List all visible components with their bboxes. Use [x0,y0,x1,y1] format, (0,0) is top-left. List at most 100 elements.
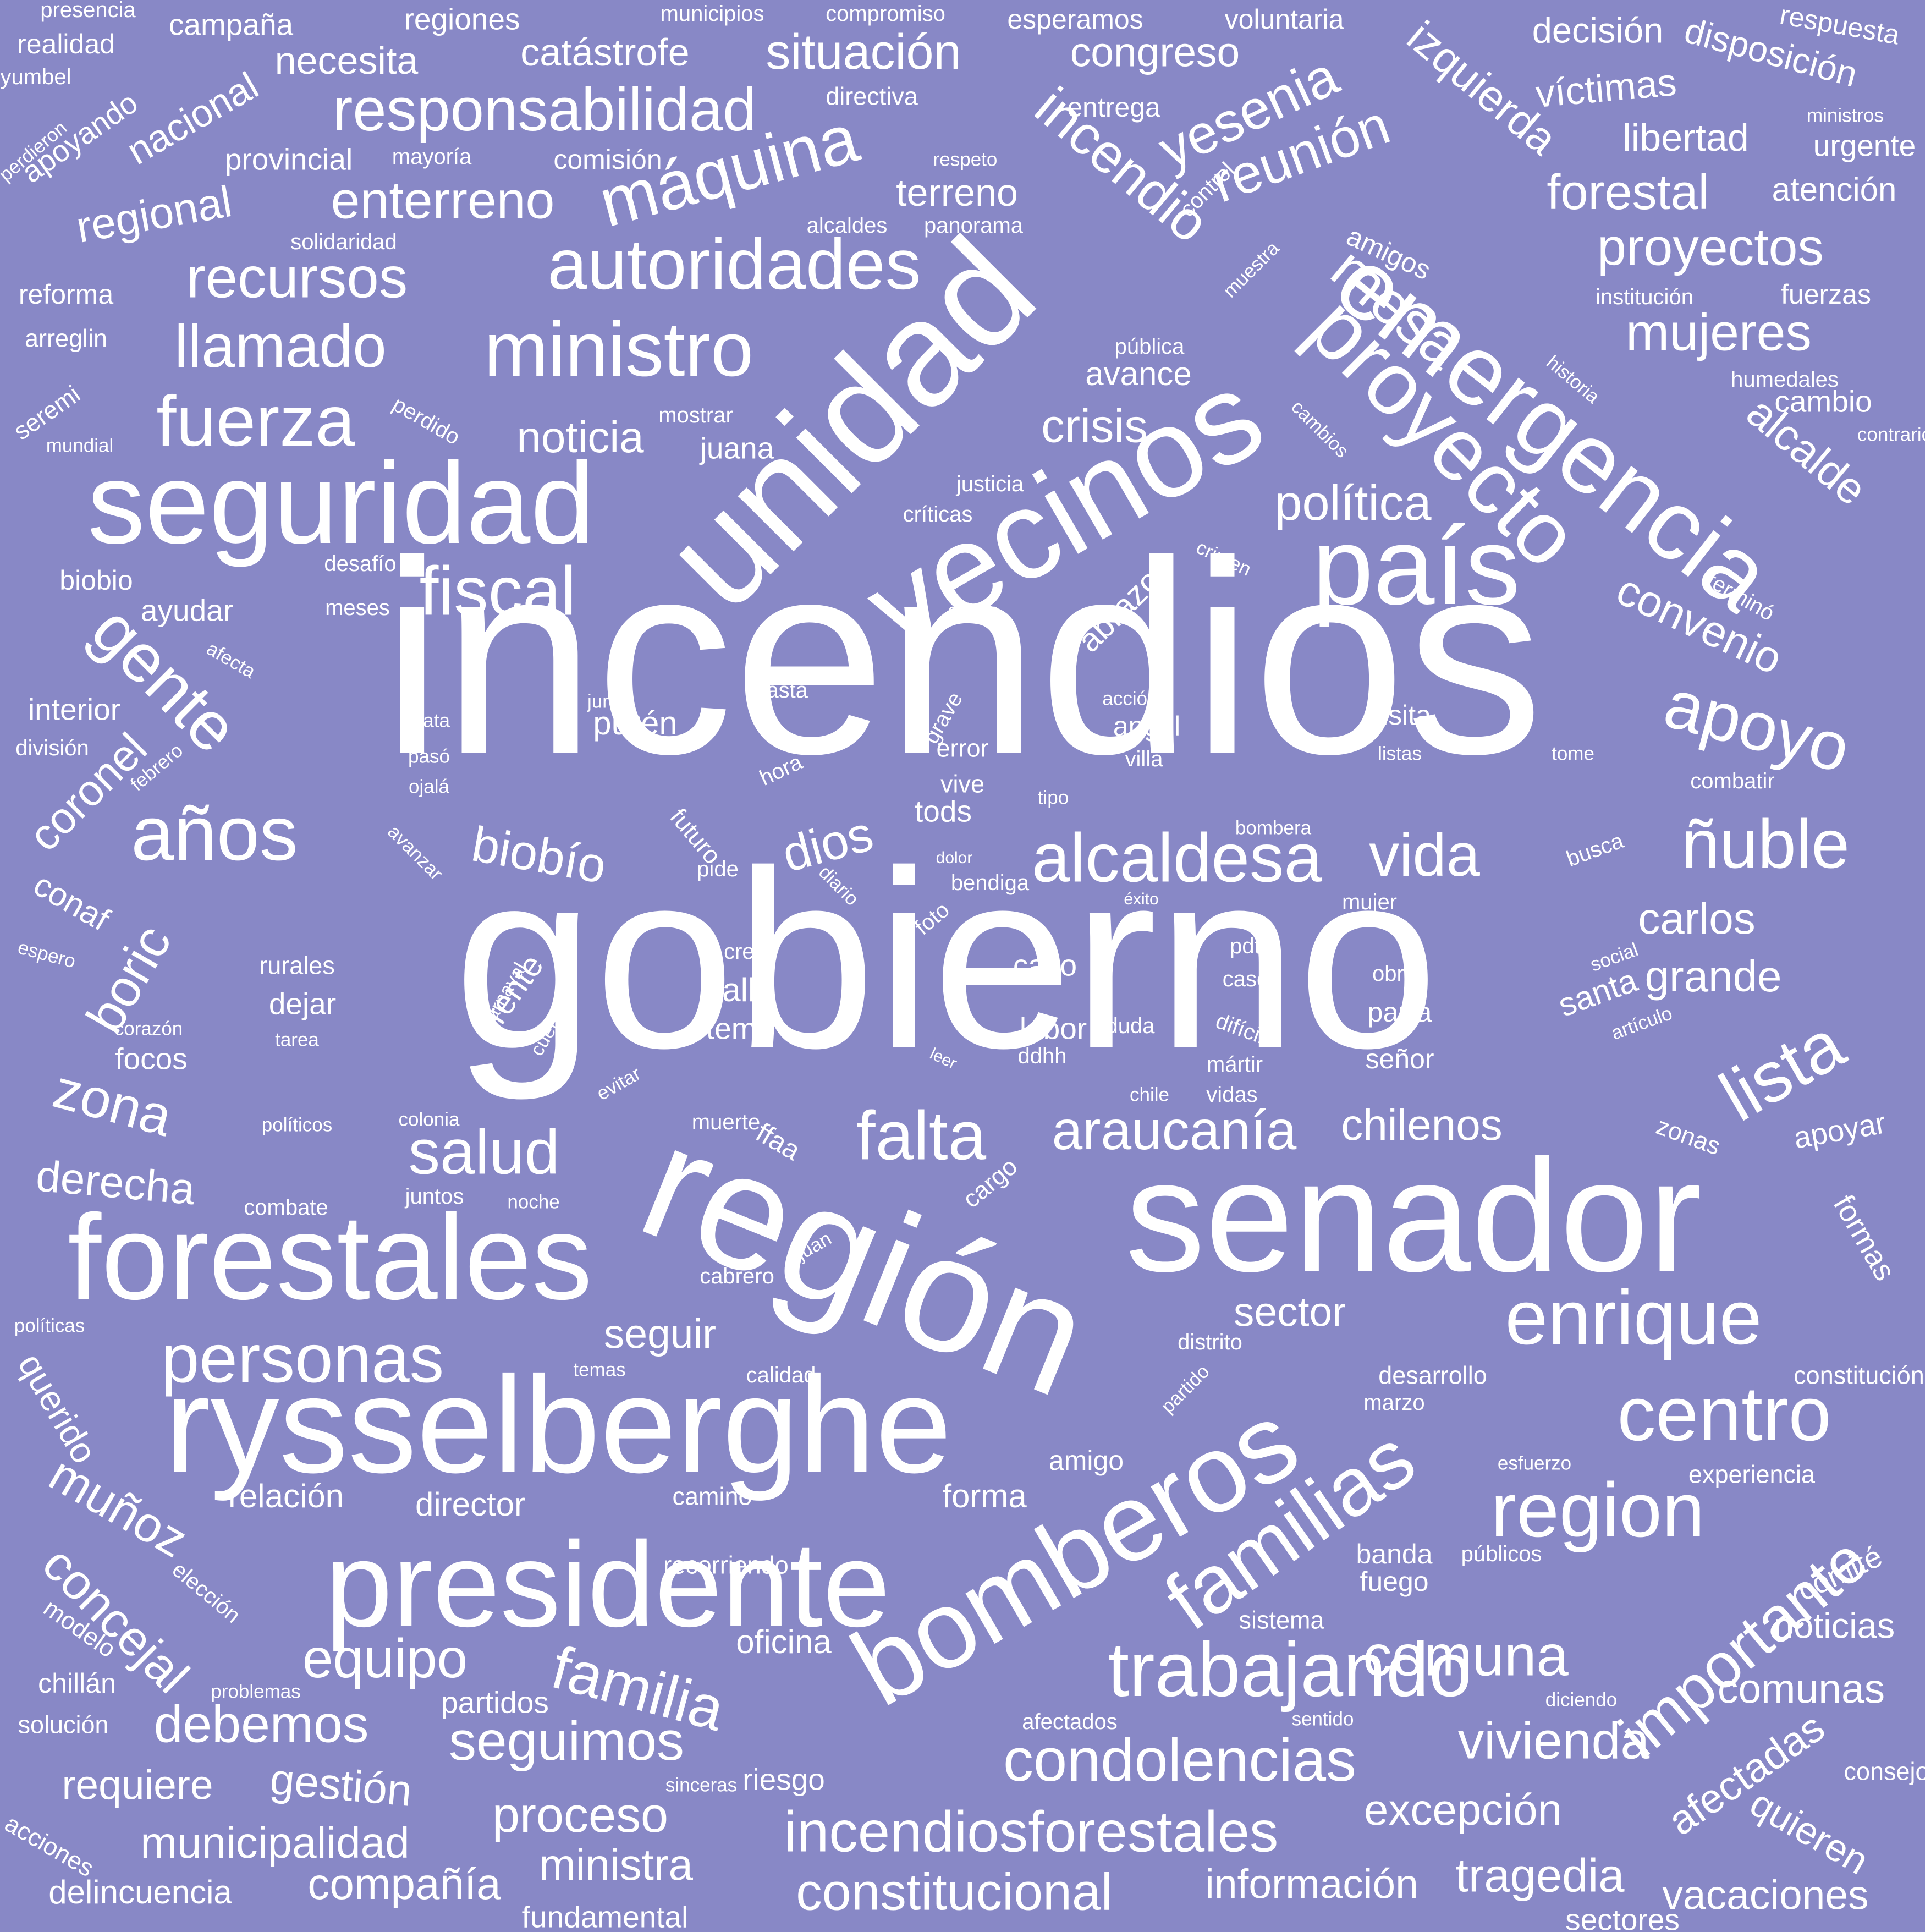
word: riesgo [743,1762,825,1797]
word: falta [856,1097,987,1174]
word: alcaldesa [1031,820,1323,897]
word: combatir [1690,769,1775,793]
word: dolor [936,849,973,867]
word: mayoría [392,145,472,169]
word: condolencias [1003,1726,1357,1794]
word: políticas [14,1315,85,1337]
word: avance [1085,355,1192,392]
word: muestra [1219,237,1284,302]
word: sinceras [665,1774,738,1796]
word: yumbel [0,65,72,89]
word: marzo [1363,1391,1425,1415]
word: partidos [441,1685,549,1720]
word: chillán [38,1668,116,1699]
word: fuerzas [1781,279,1871,310]
word: fiscal [419,553,576,630]
word: directiva [826,82,918,111]
word: parra [1367,997,1432,1028]
word: fuego [1360,1566,1429,1597]
word: senador [1125,1127,1702,1305]
word: pdte [1230,934,1273,958]
word: sectores [1565,1902,1680,1932]
word: institución [1596,285,1693,309]
word: bendiga [950,871,1030,895]
word: alcaldes [806,213,888,238]
word: regiones [404,2,520,36]
word: entrega [1067,92,1160,123]
word: dejar [268,986,337,1021]
word: incendiosforestales [784,1799,1279,1864]
word: catástrofe [520,31,690,74]
word: llamado [174,312,387,380]
word: solución [18,1710,109,1739]
word: crisis [1041,400,1148,453]
word: avanzar [383,821,447,885]
word: bombera [1235,817,1312,839]
word: situación [766,25,961,80]
word: juntos [405,1184,464,1209]
word: plata [408,710,450,732]
word: angol [1113,711,1181,742]
word: contrario [1857,424,1925,446]
word: cambio [1774,384,1872,419]
word: relación [228,1478,344,1514]
word: tome [1552,743,1594,765]
word: mujer [1341,890,1398,914]
word: centro [1617,1370,1832,1457]
word: críticas [903,502,973,526]
word: pide [697,857,739,881]
word: forma [942,1478,1027,1514]
word: focos [115,1041,188,1076]
word: política [1274,476,1432,531]
word: esfuerzo [1497,1452,1572,1474]
word: acciones [0,1809,99,1882]
word: fuerza [156,381,355,461]
word: junts [587,690,628,712]
word: sistema [1239,1606,1324,1634]
word: realidad [17,29,115,59]
word: políticos [261,1114,333,1136]
word: necesita [274,39,419,82]
word: comisión [553,144,662,175]
word: tods [915,794,972,828]
word: humedales [1731,367,1839,392]
word: noticias [1773,1605,1895,1646]
word: forestal [1547,165,1709,220]
word: pública [1114,334,1185,359]
word: salud [408,1117,560,1188]
word: comunas [1717,1665,1885,1712]
word: constitución [1794,1361,1924,1390]
word: presencia [40,0,136,22]
word: proyectos [1597,218,1824,277]
word: calle [706,972,774,1008]
word: excepción [1363,1785,1563,1834]
word: libertad [1623,116,1749,159]
word: ayudar [140,593,234,628]
word: recursos [186,245,408,310]
word: grande [1645,952,1782,1001]
word: chile [1130,1084,1169,1106]
word: crítica [948,600,999,622]
word: caso [1013,948,1077,983]
word: responsabilidad [332,76,757,144]
word: ministros [1806,105,1884,127]
word: justicia [956,472,1024,496]
word: interior [28,692,121,727]
word: cambios [1287,396,1353,462]
word: trabajando [1108,1626,1472,1713]
word: división [15,736,89,760]
word: municipios [660,2,765,26]
word: voluntaria [1224,4,1344,35]
word: colonia [398,1108,460,1130]
word: decisión [1532,10,1664,51]
word: juana [700,431,774,465]
word: noticia [516,413,644,462]
word: mostrar [658,403,733,427]
word: temas [573,1359,626,1381]
word: querido [10,1346,105,1470]
word: equipo [302,1628,468,1689]
word: requiere [62,1761,213,1808]
word: amigo [1048,1445,1124,1476]
word: comuna [1363,1623,1569,1688]
